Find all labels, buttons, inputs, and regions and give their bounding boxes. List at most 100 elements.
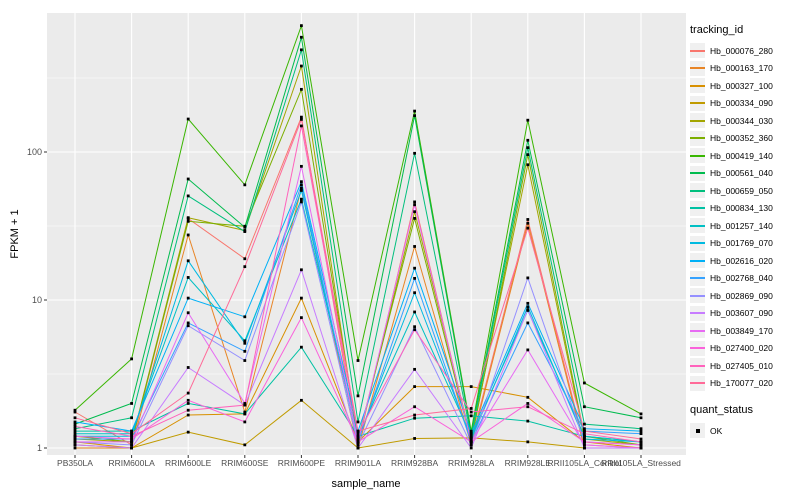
legend: tracking_id Hb_000076_280 Hb_000163_170 Hb… [690,24,798,440]
data-point [186,366,190,369]
data-point [526,218,530,221]
data-point [186,324,190,328]
data-point [583,443,586,447]
data-point [526,305,530,309]
data-point [300,268,303,272]
legend-color-line [690,312,705,315]
data-point [583,446,586,450]
data-point [413,405,416,409]
legend-color-line [690,364,705,367]
legend-entry-Hb_000419_140: Hb_000419_140 [690,147,798,165]
legend-title-tracking-id: tracking_id [690,24,744,36]
data-point [300,186,303,190]
data-point [130,443,133,447]
data-point [413,210,416,214]
x-tick-label: RRIM928LA [448,458,495,468]
y-tick-label: 1 [37,443,42,453]
data-point [243,412,247,416]
data-point [300,115,303,119]
data-point [583,381,586,385]
legend-swatch [690,43,705,59]
data-point [469,440,473,444]
data-point [243,359,247,362]
legend-entry-Hb_000352_360: Hb_000352_360 [690,130,798,148]
data-point [413,413,416,417]
legend-entry-Hb_000327_100: Hb_000327_100 [690,77,798,95]
legend-entry-Hb_002616_020: Hb_002616_020 [690,252,798,270]
data-point [300,296,303,300]
legend-color-line [690,137,705,140]
legend-swatch [690,165,705,181]
data-point [73,424,77,428]
data-point [186,391,190,395]
legend-color-line [690,84,705,87]
data-point [73,440,77,444]
data-point [186,233,190,237]
data-point [73,420,77,424]
data-point [243,339,247,343]
legend-swatch [690,358,705,374]
data-point [526,402,530,405]
legend-label: Hb_000834_130 [710,203,773,214]
legend-quant-status-block: quant_status OK [690,404,798,440]
data-point [413,367,416,371]
x-tick-label: RRIM600LE [165,458,212,468]
data-point [73,446,77,450]
x-tick-label: PB350LA [57,458,93,468]
legend-swatch [690,183,705,199]
data-point [356,394,360,398]
x-tick-label: RRIM600PE [278,458,326,468]
legend-swatch [690,200,705,216]
data-point [413,325,416,329]
data-point [186,321,190,325]
data-point [73,427,77,431]
data-point [356,429,360,433]
x-tick-label: RRII105LA_Control [548,458,622,468]
data-point [73,432,77,436]
data-point [130,437,133,441]
data-point [243,265,247,269]
data-point [300,35,303,39]
data-point [526,276,530,280]
data-point [356,437,360,441]
data-point [130,440,133,444]
legend-label: Hb_000327_100 [710,80,773,91]
data-point [413,266,416,270]
data-point [300,118,303,121]
data-point [526,138,530,142]
legend-label: Hb_000163_170 [710,63,773,74]
data-point [243,349,247,353]
data-point [583,405,586,409]
x-tick-label: RRIM600SE [221,458,269,468]
data-point [639,412,643,416]
data-point [243,225,247,229]
data-point [639,416,643,420]
data-point [186,259,190,263]
data-point [243,315,247,319]
data-point [583,437,586,441]
data-point [526,118,530,122]
data-point [300,124,303,128]
data-point [639,443,643,447]
legend-label: Hb_001769_070 [710,238,773,249]
data-point [356,443,360,447]
legend-title-quant-status: quant_status [690,404,753,416]
data-point [526,153,530,157]
data-point [300,24,303,28]
legend-label: Hb_000352_360 [710,133,773,144]
legend-label: Hb_000419_140 [710,150,773,161]
data-point [639,429,643,433]
x-tick-label: RRIM928BA [391,458,439,468]
data-point [300,200,303,204]
data-point [186,402,190,405]
data-point [413,291,416,295]
legend-color-line [690,347,705,350]
data-point [186,408,190,412]
data-point [243,410,247,414]
data-point [130,402,133,405]
data-point [73,410,77,414]
y-tick-label: 10 [32,295,42,305]
legend-swatch [690,270,705,286]
legend-color-line [690,49,705,52]
legend-label: Hb_000344_030 [710,115,773,126]
